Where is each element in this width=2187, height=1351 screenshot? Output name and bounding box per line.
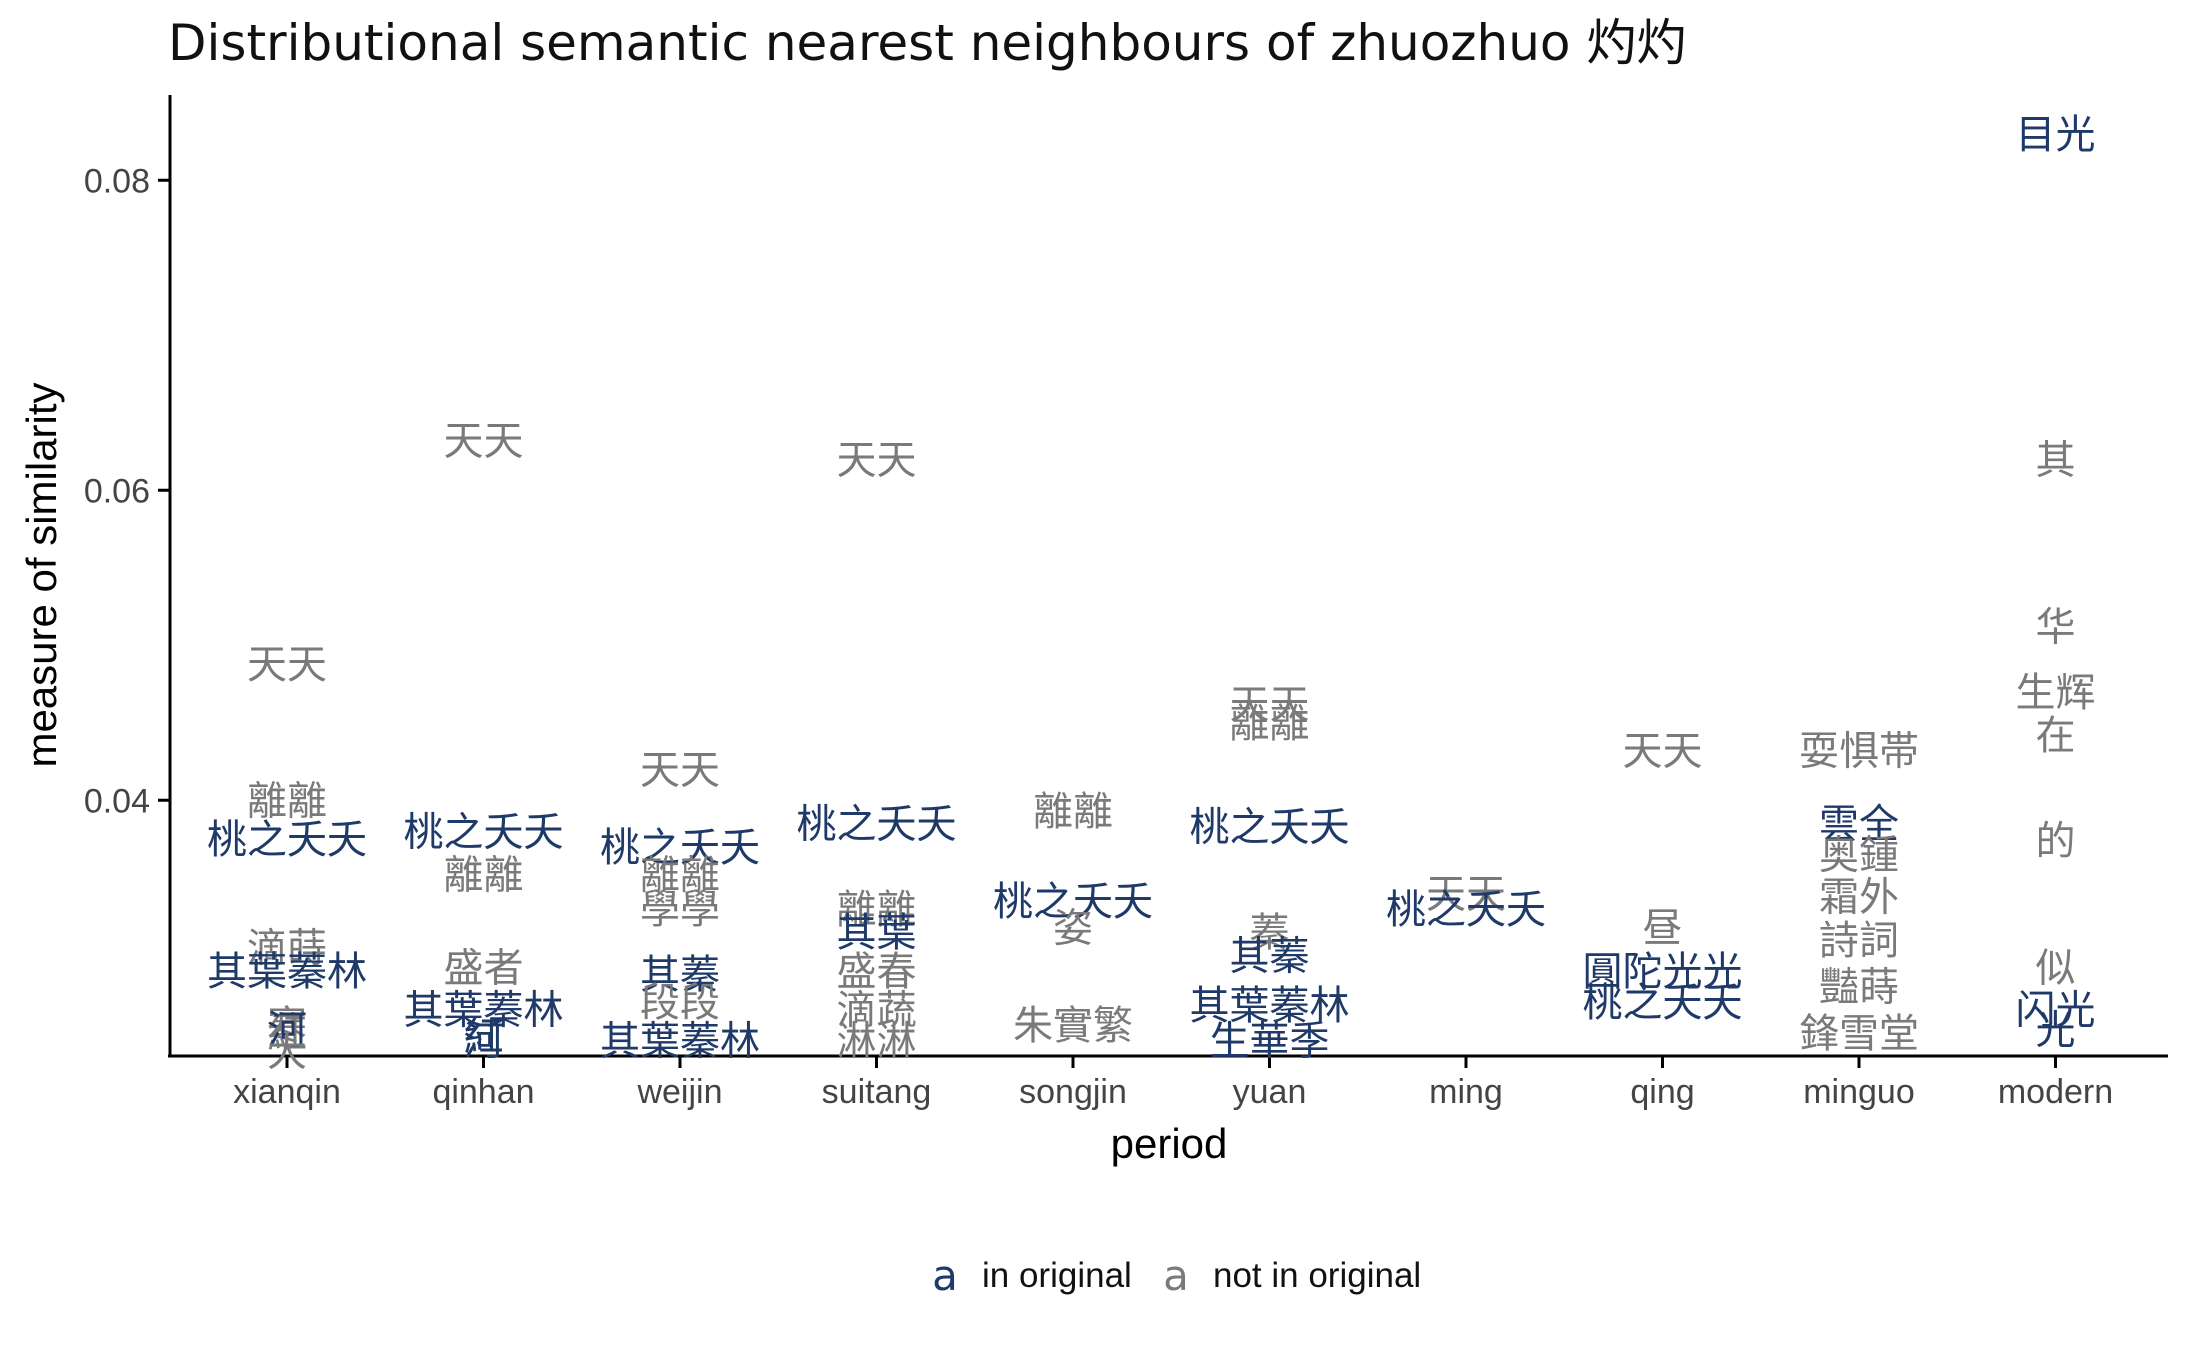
word-label-suitang: 天天	[837, 437, 917, 483]
x-tick-label: minguo	[1803, 1073, 1915, 1111]
word-label-xianqin: 河	[267, 1008, 307, 1054]
word-label-suitang: 桃之夭夭	[797, 802, 957, 848]
word-label-weijin: 學學	[640, 887, 720, 933]
word-label-xianqin: 寒	[267, 1003, 307, 1049]
x-tick-label: suitang	[822, 1073, 932, 1111]
word-label-qinhan: 紅	[464, 1014, 504, 1060]
word-label-suitang: 淋淋	[837, 1019, 917, 1065]
word-label-modern: 在	[2036, 713, 2076, 759]
x-tick-label: yuan	[1233, 1073, 1307, 1111]
word-label-qinhan: 河	[464, 1019, 504, 1065]
x-tick-label: qing	[1630, 1073, 1694, 1111]
chart-title: Distributional semantic nearest neighbou…	[168, 14, 1686, 72]
word-label-modern: 华	[2036, 605, 2076, 651]
word-label-minguo: 豔蒔	[1819, 964, 1899, 1010]
word-label-modern: 的	[2036, 819, 2076, 865]
word-label-xianqin: 離離	[247, 778, 327, 824]
word-label-qinhan: 盛者	[444, 946, 524, 992]
word-label-weijin: 其葉蓁林	[600, 1019, 760, 1065]
word-label-qinhan: 離離	[444, 853, 524, 899]
word-label-modern: 目光	[2016, 112, 2096, 158]
word-label-weijin: 天天	[640, 747, 720, 793]
word-label-qing: 圓陀光光	[1583, 949, 1743, 995]
word-label-xianqin: 桃之夭夭	[207, 817, 367, 863]
word-label-minguo: 奥鍾	[1819, 833, 1899, 879]
x-tick-label: ming	[1429, 1073, 1503, 1111]
x-tick-label: modern	[1998, 1073, 2113, 1111]
word-label-ming: 桃之夭夭	[1386, 887, 1546, 933]
word-label-weijin: 桃之夭夭	[600, 825, 760, 871]
word-label-modern: 光	[2036, 1008, 2076, 1054]
legend: a in original a not in original	[932, 1251, 1421, 1300]
word-label-modern: 似	[2036, 946, 2076, 992]
y-tick-label: 0.06	[84, 472, 150, 510]
word-label-songjin: 姿	[1053, 905, 1093, 951]
word-label-xianqin: 其葉蓁林	[207, 949, 367, 995]
word-label-yuan: 其葉蓁林	[1190, 983, 1350, 1029]
word-label-weijin: 段段	[640, 980, 720, 1026]
word-labels: 天天離離桃之夭夭滴蒔其葉蓁林寒紅河大天天桃之夭夭離離盛者其葉蓁林紅河天天桃之夭夭…	[207, 112, 2096, 1076]
word-label-yuan: 離離	[1230, 701, 1310, 747]
legend-label-in-original: in original	[982, 1256, 1132, 1295]
y-ticks: 0.04 0.06 0.08	[84, 162, 170, 820]
y-tick-label: 0.08	[84, 162, 150, 200]
word-label-yuan: 天天	[1230, 682, 1310, 728]
word-label-minguo: 鋒雪堂	[1799, 1011, 1919, 1057]
word-label-xianqin: 大	[267, 1029, 307, 1075]
legend-label-not-in-original: not in original	[1213, 1256, 1421, 1295]
y-tick-label: 0.04	[84, 782, 150, 820]
word-label-xianqin: 天天	[247, 642, 327, 688]
x-tick-label: qinhan	[432, 1073, 534, 1111]
word-label-qinhan: 天天	[444, 419, 524, 465]
word-label-minguo: 耍惧帯	[1799, 729, 1919, 775]
word-label-qinhan: 桃之夭夭	[404, 809, 564, 855]
word-label-minguo: 詩詞	[1819, 918, 1899, 964]
x-tick-label: songjin	[1019, 1073, 1127, 1111]
word-label-yuan: 桃之夭夭	[1190, 805, 1350, 851]
word-label-qinhan: 其葉蓁林	[404, 988, 564, 1034]
word-label-weijin: 離離	[640, 853, 720, 899]
word-label-minguo: 雲全	[1819, 802, 1899, 848]
word-label-ming: 天天	[1426, 871, 1506, 917]
x-axis-title: period	[1111, 1120, 1228, 1167]
word-label-songjin: 離離	[1033, 789, 1113, 835]
word-label-suitang: 盛春	[837, 949, 917, 995]
x-ticks: xianqin qinhan weijin suitang songjin yuan min…	[233, 1056, 2113, 1111]
word-label-modern: 闪光	[2016, 988, 2096, 1034]
word-label-modern: 其	[2036, 437, 2076, 483]
word-label-suitang: 滴蔬	[837, 988, 917, 1034]
word-label-suitang: 離離	[837, 887, 917, 933]
word-label-qing: 昼	[1643, 905, 1683, 951]
word-label-xianqin: 滴蒔	[247, 926, 327, 972]
word-label-modern: 生辉	[2016, 670, 2096, 716]
word-label-qing: 桃之夭夭	[1583, 980, 1743, 1026]
word-label-yuan: 生華季	[1210, 1019, 1330, 1065]
word-label-minguo: 霜外	[1819, 874, 1899, 920]
plot-area: 0.04 0.06 0.08 xianqin qinhan weijin suitang s…	[84, 95, 2168, 1111]
x-tick-label: xianqin	[233, 1073, 341, 1111]
word-label-suitang: 其葉	[837, 910, 917, 956]
y-axis-title: measure of similarity	[18, 382, 65, 767]
x-tick-label: weijin	[636, 1073, 722, 1111]
word-label-yuan: 蓁	[1250, 910, 1290, 956]
word-label-yuan: 其蓁	[1230, 933, 1310, 979]
word-label-songjin: 朱實繁	[1013, 1003, 1133, 1049]
word-label-qing: 天天	[1623, 729, 1703, 775]
legend-key-not-in-original: a	[1163, 1251, 1189, 1300]
word-label-songjin: 桃之夭夭	[993, 879, 1153, 925]
word-label-xianqin: 紅	[267, 1011, 307, 1057]
legend-key-in-original: a	[932, 1251, 958, 1300]
word-label-weijin: 其蓁	[640, 952, 720, 998]
